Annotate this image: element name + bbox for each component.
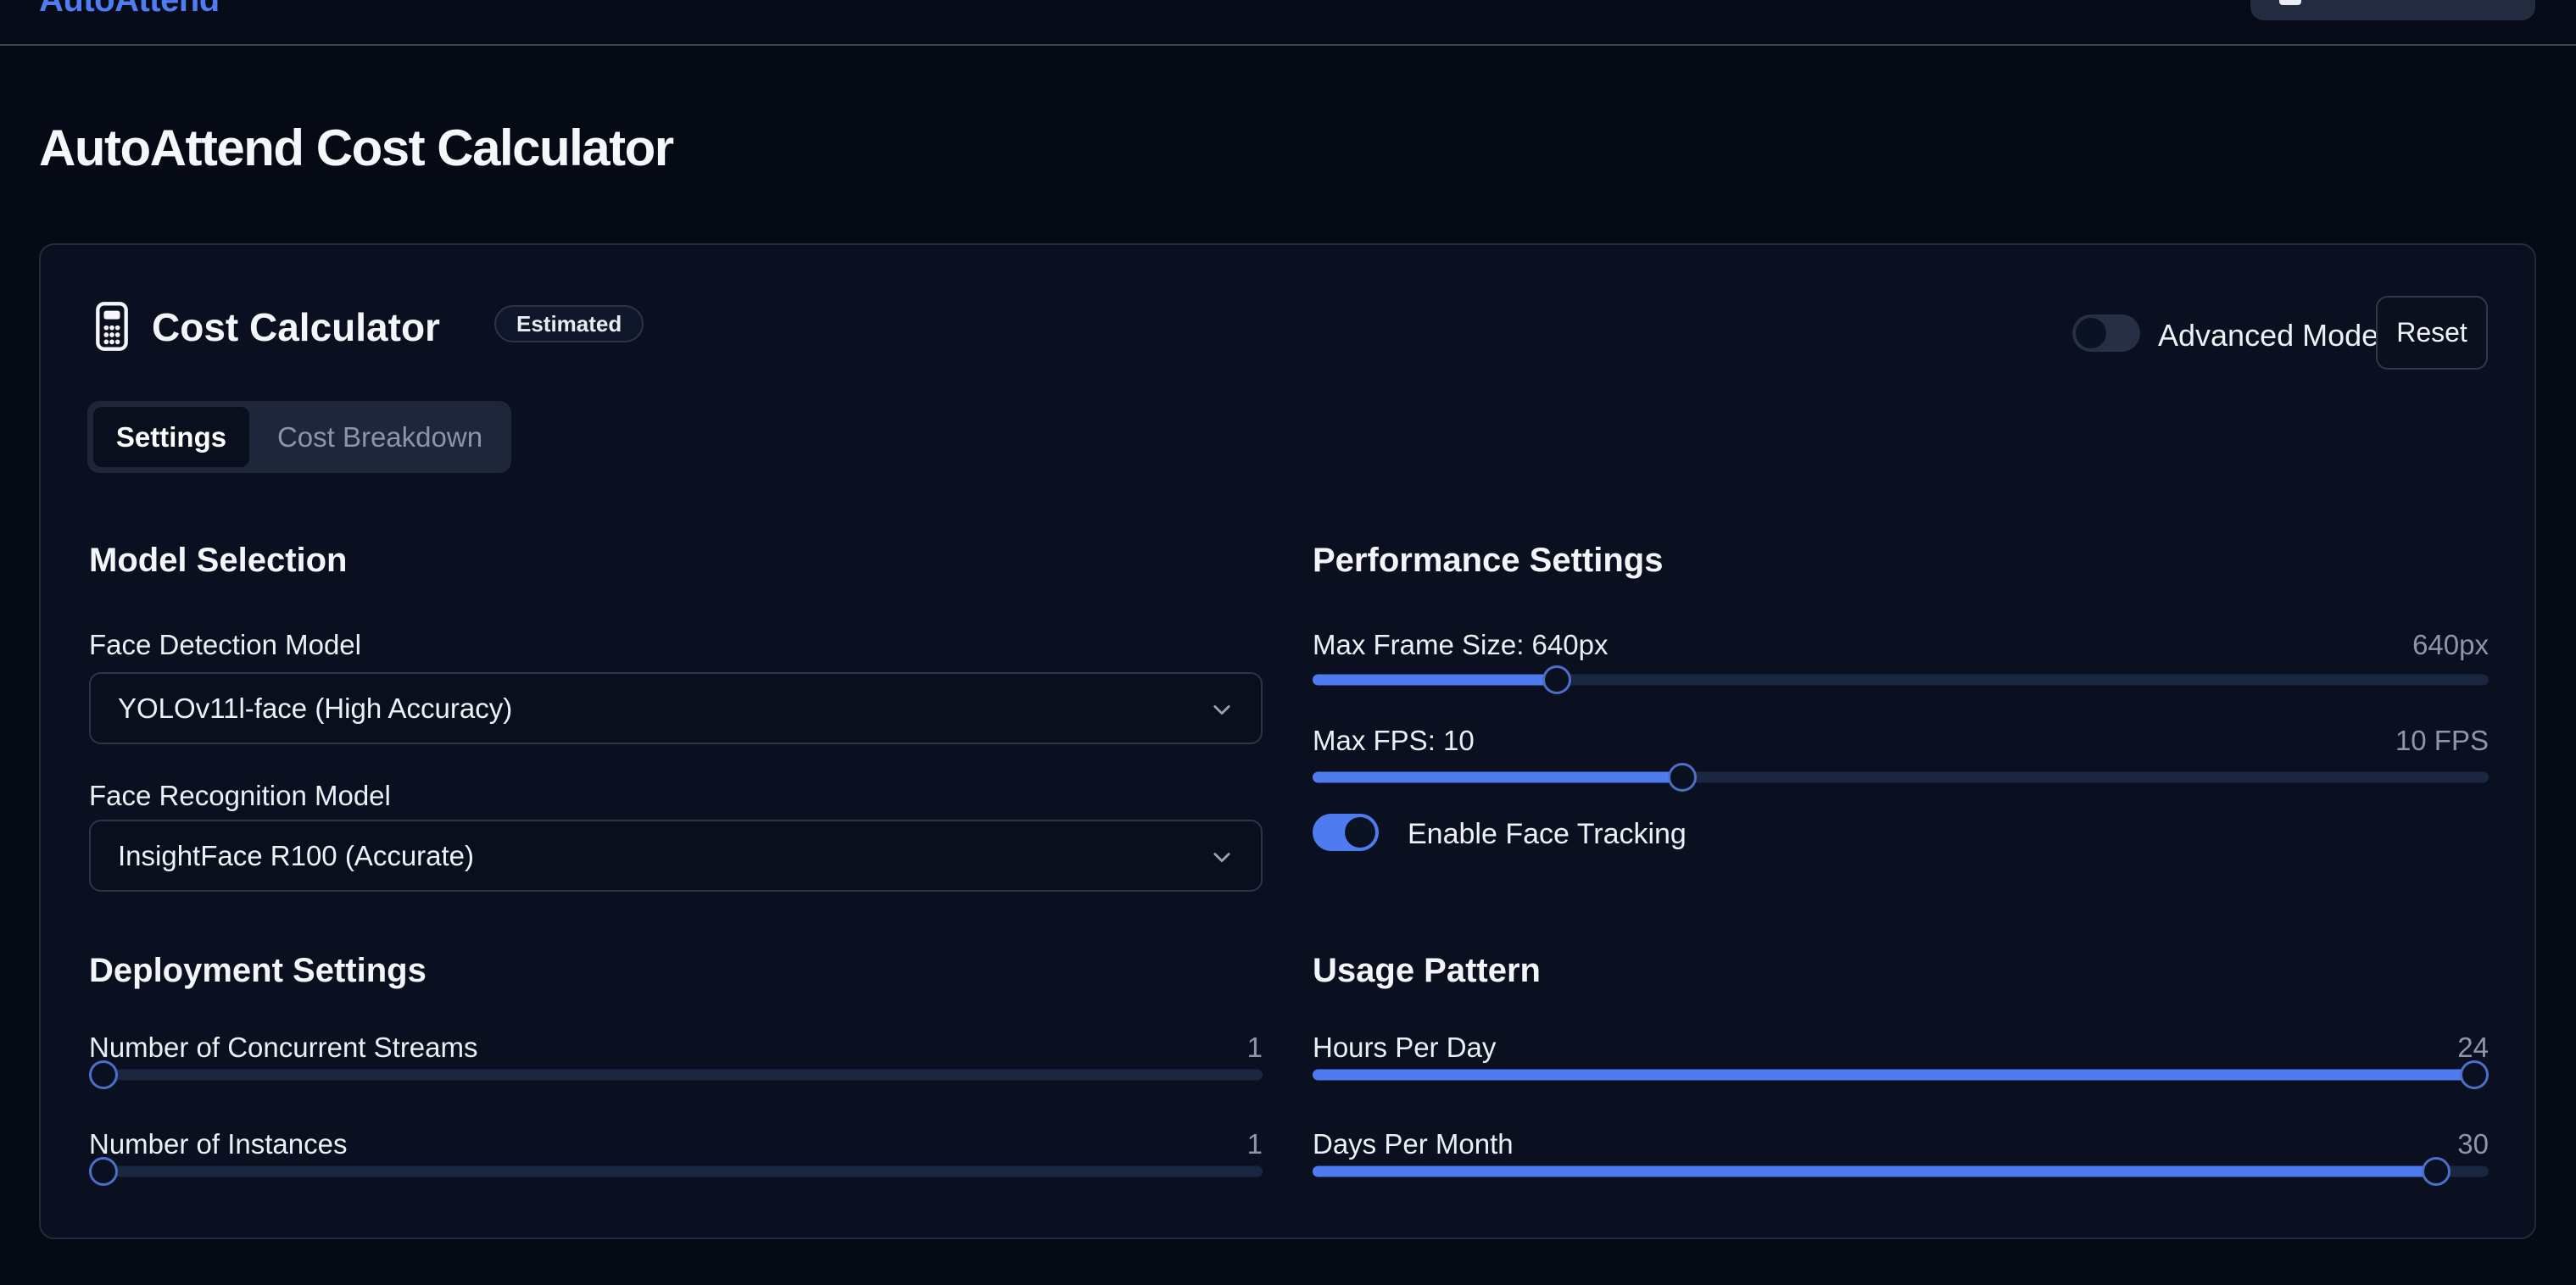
max-frame-size-slider[interactable] [1313, 665, 2489, 695]
hours-per-day-value: 24 [2457, 1032, 2489, 1063]
instances-value: 1 [1246, 1128, 1263, 1160]
slider-fill [1313, 1165, 2437, 1177]
streams-label: Number of Concurrent Streams [89, 1032, 478, 1063]
slider-thumb[interactable] [2422, 1157, 2451, 1186]
streams-value: 1 [1246, 1032, 1263, 1063]
max-frame-size-label: Max Frame Size: 640px [1313, 629, 1609, 660]
max-fps-label: Max FPS: 10 [1313, 725, 1475, 756]
face-recognition-label: Face Recognition Model [89, 780, 391, 811]
hours-per-day-label: Hours Per Day [1313, 1032, 1497, 1063]
slider-thumb[interactable] [89, 1157, 118, 1186]
deployment-settings-heading: Deployment Settings [89, 952, 427, 989]
tab-settings[interactable]: Settings [93, 407, 249, 467]
slider-thumb[interactable] [2460, 1060, 2489, 1089]
days-per-month-label: Days Per Month [1313, 1128, 1514, 1160]
performance-settings-heading: Performance Settings [1313, 542, 1664, 579]
slider-fill [1313, 674, 1557, 686]
advanced-mode-toggle[interactable] [2072, 314, 2140, 352]
face-detection-label: Face Detection Model [89, 629, 361, 660]
days-per-month-slider[interactable] [1313, 1156, 2489, 1187]
face-detection-select[interactable]: YOLOv11l-face (High Accuracy) [89, 672, 1263, 744]
slider-thumb[interactable] [1542, 665, 1571, 694]
model-selection-heading: Model Selection [89, 542, 348, 579]
slider-track [89, 1069, 1263, 1081]
toggle-knob [1345, 817, 1375, 848]
instances-label: Number of Instances [89, 1128, 348, 1160]
chevron-down-icon [1213, 853, 1230, 863]
face-tracking-toggle[interactable] [1313, 814, 1379, 851]
max-fps-value: 10 FPS [2395, 725, 2489, 756]
slider-fill [1313, 1069, 2474, 1081]
topbar-action-button[interactable] [2250, 0, 2535, 20]
chevron-down-icon [1213, 705, 1230, 715]
advanced-mode-label: Advanced Mode [2158, 318, 2379, 353]
instances-slider[interactable] [89, 1156, 1263, 1187]
max-frame-size-value: 640px [2412, 629, 2489, 660]
card-title: Cost Calculator [152, 305, 440, 349]
slider-track [89, 1165, 1263, 1177]
max-fps-slider[interactable] [1313, 762, 2489, 793]
slider-thumb[interactable] [89, 1060, 118, 1089]
face-recognition-select[interactable]: InsightFace R100 (Accurate) [89, 820, 1263, 892]
slider-track [1313, 674, 2489, 686]
streams-slider[interactable] [89, 1060, 1263, 1090]
cost-calculator-card: Cost Calculator Estimated Advanced Mode … [39, 243, 2536, 1239]
slider-fill [1313, 771, 1683, 783]
app-logo[interactable]: AutoAttend [39, 0, 220, 19]
days-per-month-value: 30 [2457, 1128, 2489, 1160]
face-detection-value: YOLOv11l-face (High Accuracy) [118, 693, 513, 724]
usage-pattern-heading: Usage Pattern [1313, 952, 1541, 989]
reset-button[interactable]: Reset [2376, 296, 2488, 370]
page-title: AutoAttend Cost Calculator [39, 120, 674, 176]
calculator-icon [96, 302, 128, 351]
top-navigation-bar: AutoAttend [0, 0, 2576, 46]
tab-cost-breakdown[interactable]: Cost Breakdown [276, 421, 483, 453]
estimated-badge: Estimated [494, 305, 644, 342]
document-icon [2279, 0, 2301, 5]
face-tracking-label: Enable Face Tracking [1408, 818, 1687, 850]
face-recognition-value: InsightFace R100 (Accurate) [118, 840, 475, 871]
tab-bar: Settings Cost Breakdown [87, 401, 511, 473]
slider-thumb[interactable] [1668, 763, 1698, 792]
toggle-knob [2076, 318, 2106, 348]
hours-per-day-slider[interactable] [1313, 1060, 2489, 1090]
